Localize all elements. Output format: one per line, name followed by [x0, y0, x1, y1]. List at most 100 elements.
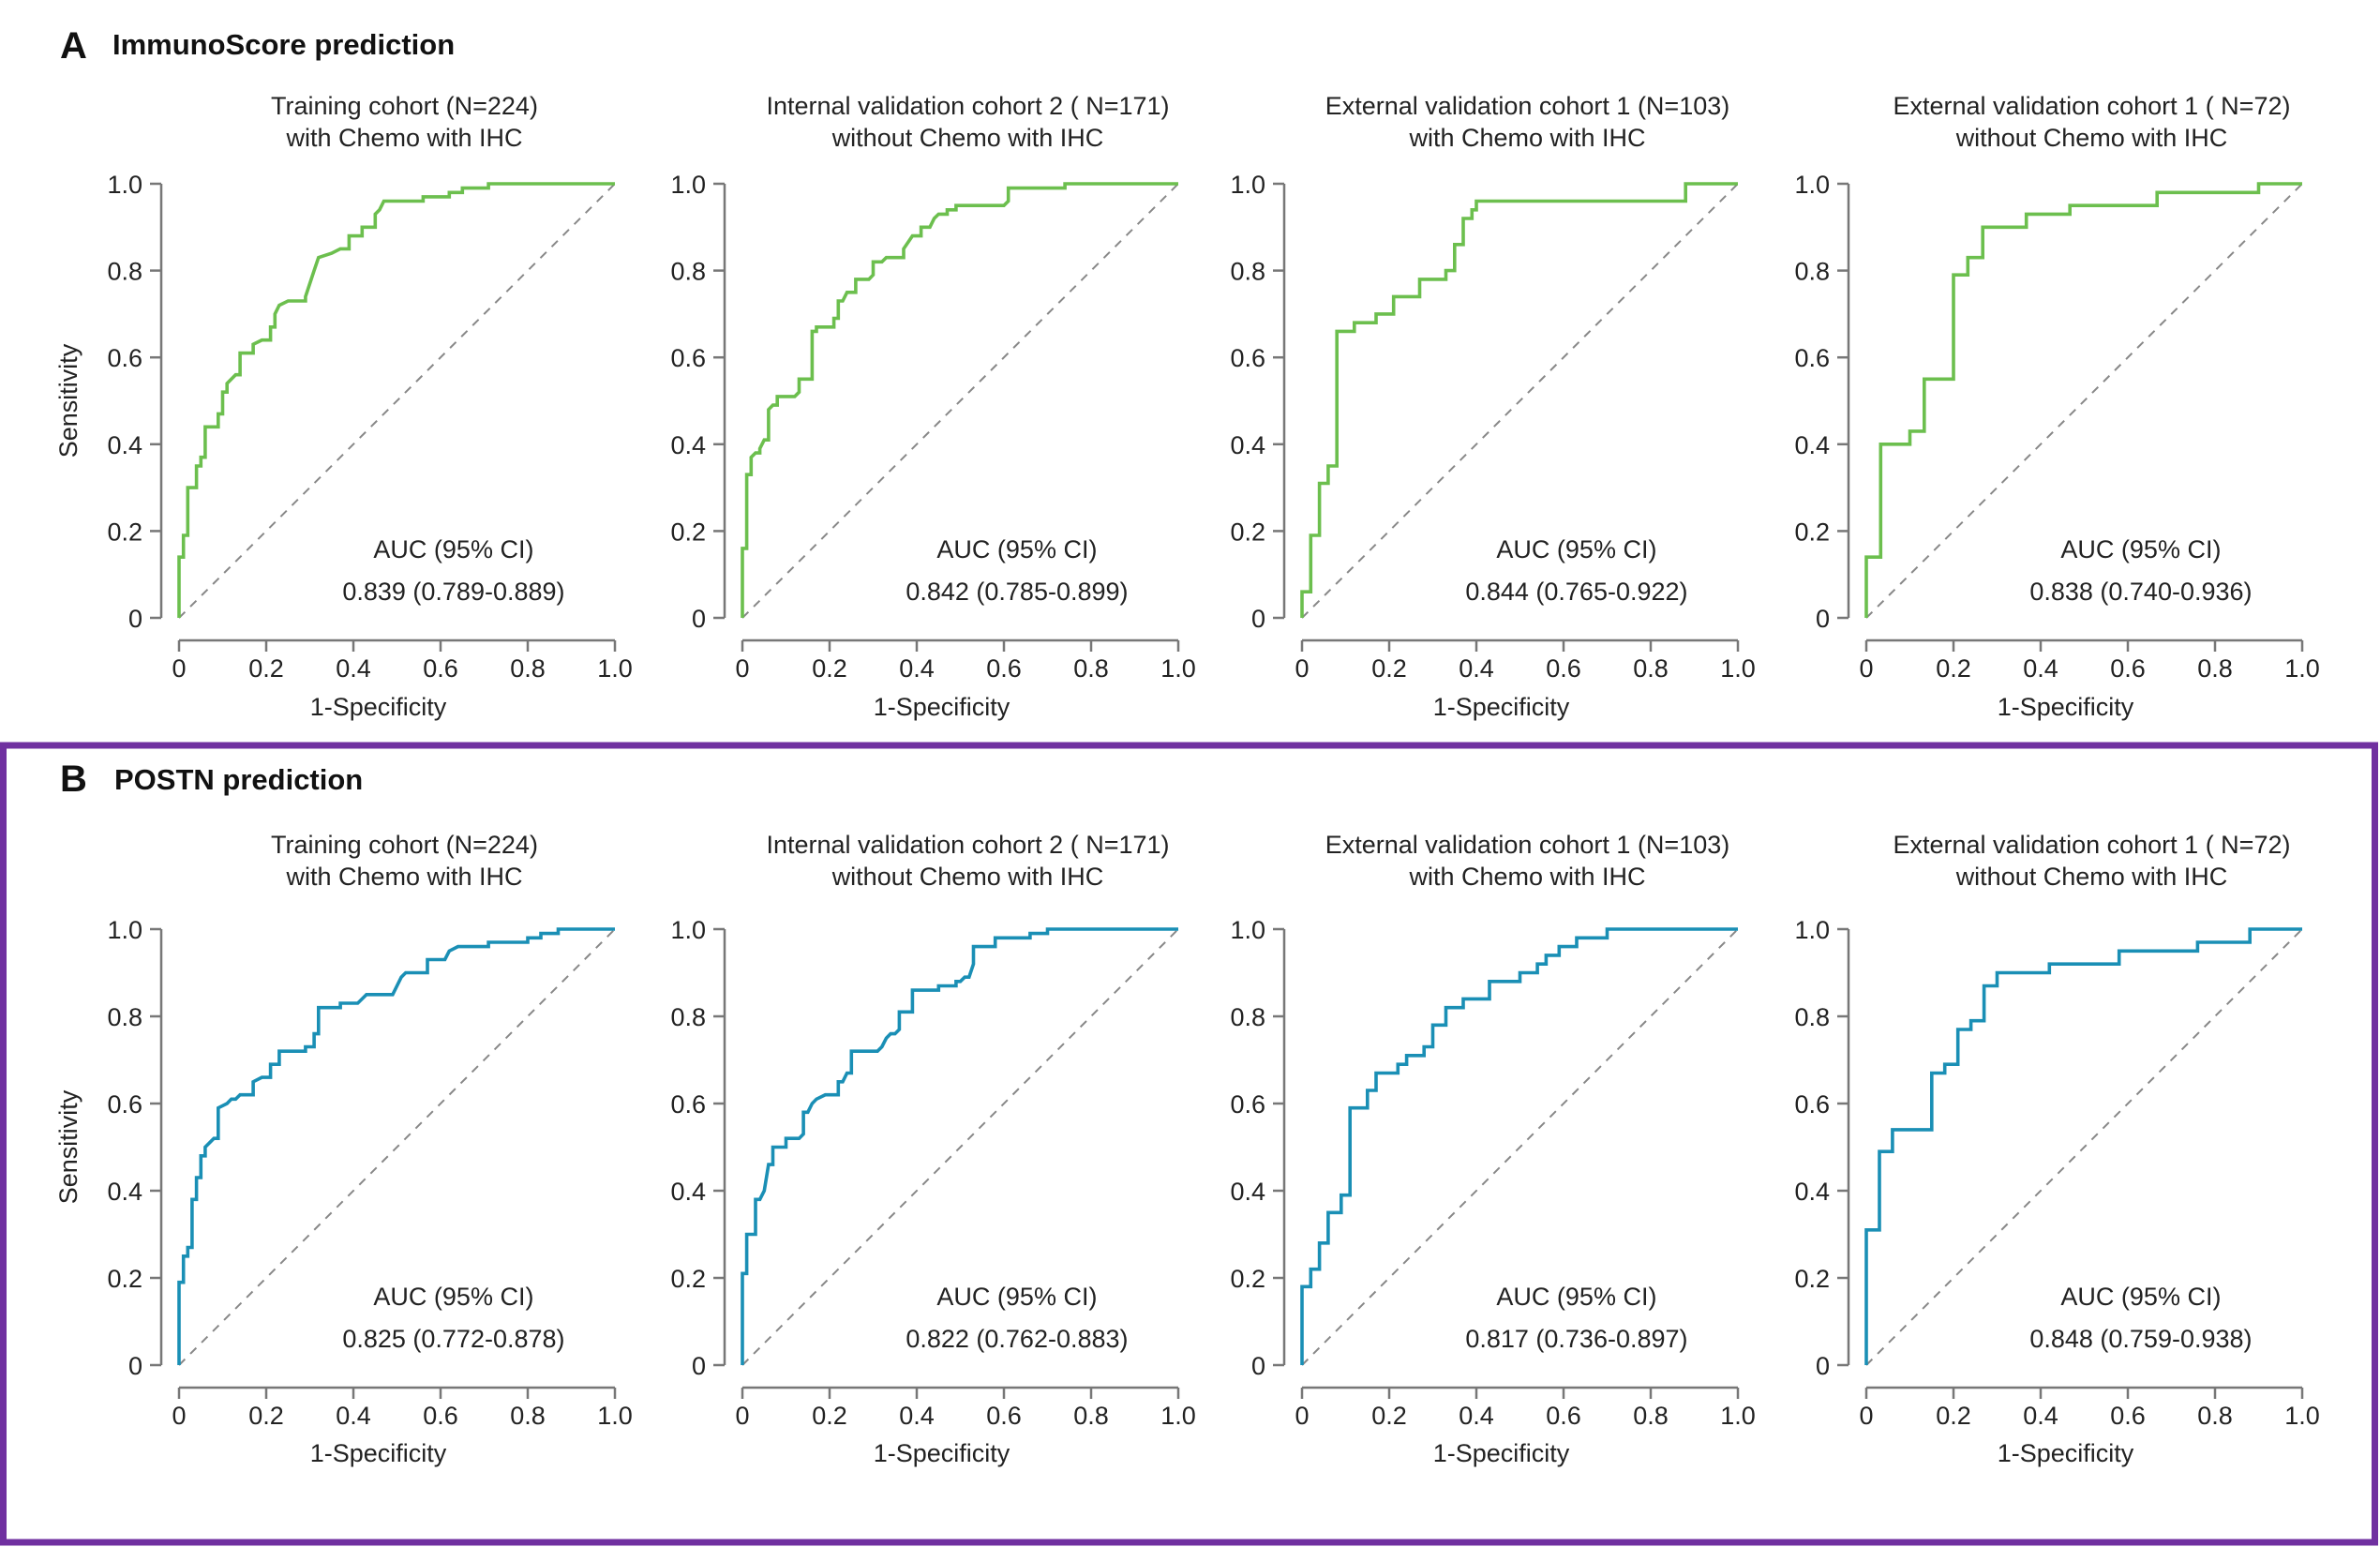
chart-title-line: External validation cohort 1 (N=103): [1325, 92, 1730, 120]
roc-chart-a4: External validation cohort 1 ( N=72) with…: [1794, 92, 2319, 721]
y-tick-label: 0.8: [1230, 1003, 1265, 1031]
reference-diagonal-line: [178, 928, 616, 1366]
y-tick-label: 0.2: [1230, 1265, 1265, 1293]
x-axis-label: 1-Specificity: [1998, 693, 2134, 721]
x-tick-label: 0: [1295, 654, 1309, 683]
x-tick-label: 0.2: [248, 654, 284, 683]
y-tick-label: 0.2: [107, 518, 142, 546]
chart-title-line: without Chemo with IHC: [831, 124, 1104, 152]
chart-title-line: Internal validation cohort 2 ( N=171): [767, 92, 1170, 120]
y-tick-label: 0.6: [1230, 344, 1265, 372]
panel-a-header: A ImmunoScore prediction: [60, 25, 455, 67]
y-tick-label: 0: [128, 1352, 142, 1380]
x-tick-label: 1.0: [1160, 654, 1196, 683]
x-tick-label: 0: [735, 654, 749, 683]
y-tick-label: 0.4: [1794, 1178, 1830, 1206]
roc-curve-immunoscore: [1300, 182, 1738, 618]
chart-title-line: with Chemo with IHC: [285, 863, 522, 891]
x-tick-label: 0: [735, 1402, 749, 1430]
y-tick-label: 0.2: [670, 1265, 706, 1293]
reference-diagonal-line: [1865, 928, 2303, 1366]
y-tick-label: 0.4: [670, 1178, 706, 1206]
x-tick-label: 0.4: [336, 654, 371, 683]
x-tick-label: 0.8: [1073, 654, 1109, 683]
y-tick-label: 0.8: [107, 258, 142, 286]
x-axis-label: 1-Specificity: [874, 1439, 1010, 1467]
y-tick-label: 0.2: [1794, 1265, 1830, 1293]
x-tick-label: 0.6: [1546, 654, 1581, 683]
chart-title-line: Training cohort (N=224): [271, 831, 538, 859]
chart-title-line: with Chemo with IHC: [285, 124, 522, 152]
x-tick-label: 0: [1295, 1402, 1309, 1430]
roc-curve-immunoscore: [741, 182, 1178, 618]
y-tick-label: 0: [692, 1352, 706, 1380]
y-tick-label: 0.4: [1794, 431, 1830, 459]
x-tick-label: 0.4: [899, 654, 935, 683]
x-tick-label: 0.6: [986, 654, 1022, 683]
roc-chart-b2: Internal validation cohort 2 ( N=171) wit…: [670, 831, 1195, 1467]
reference-diagonal-line: [1301, 183, 1739, 619]
charts-container: Training cohort (N=224) with Chemo with I…: [54, 92, 2320, 1467]
y-tick-label: 0.4: [107, 431, 142, 459]
x-tick-label: 0.2: [812, 654, 847, 683]
auc-value: 0.838 (0.740-0.936): [2029, 578, 2252, 606]
chart-title-line: Training cohort (N=224): [271, 92, 538, 120]
roc-curve-postn: [1864, 927, 2302, 1365]
auc-header: AUC (95% CI): [2060, 535, 2221, 563]
x-axis-label: 1-Specificity: [310, 1439, 447, 1467]
x-tick-label: 0.4: [2023, 654, 2058, 683]
x-tick-label: 0.8: [2197, 654, 2233, 683]
y-tick-label: 0.8: [1230, 258, 1265, 286]
y-tick-label: 1.0: [107, 171, 142, 199]
chart-title-line: without Chemo with IHC: [1955, 124, 2228, 152]
chart-title-line: External validation cohort 1 ( N=72): [1894, 92, 2291, 120]
x-tick-label: 0.6: [2110, 1402, 2146, 1430]
auc-value: 0.817 (0.736-0.897): [1465, 1325, 1687, 1353]
x-tick-label: 0.8: [1633, 1402, 1669, 1430]
x-tick-label: 0.4: [1459, 654, 1494, 683]
y-tick-label: 0.8: [1794, 1003, 1830, 1031]
y-tick-label: 0: [1251, 1352, 1265, 1380]
reference-diagonal-line: [741, 183, 1179, 619]
roc-chart-a1: Training cohort (N=224) with Chemo with I…: [54, 92, 633, 721]
y-axis-label: Sensitivity: [54, 343, 82, 458]
y-tick-label: 0: [1816, 605, 1830, 633]
y-tick-label: 0.4: [670, 431, 706, 459]
roc-curve-immunoscore: [177, 182, 615, 618]
roc-curve-postn: [741, 927, 1178, 1365]
x-tick-label: 0: [172, 654, 186, 683]
y-tick-label: 1.0: [1230, 916, 1265, 944]
y-tick-label: 0.8: [1794, 258, 1830, 286]
x-tick-label: 0: [172, 1402, 186, 1430]
x-tick-label: 1.0: [597, 654, 633, 683]
y-axis-label: Sensitivity: [54, 1089, 82, 1204]
y-tick-label: 0.4: [1230, 431, 1265, 459]
panel-b-header: B POSTN prediction: [60, 758, 363, 800]
auc-header: AUC (95% CI): [1496, 1283, 1656, 1311]
y-tick-label: 0.6: [107, 344, 142, 372]
x-tick-label: 0.4: [1459, 1402, 1494, 1430]
x-tick-label: 0.2: [812, 1402, 847, 1430]
x-tick-label: 0.4: [336, 1402, 371, 1430]
y-tick-label: 1.0: [107, 916, 142, 944]
x-tick-label: 1.0: [2284, 1402, 2320, 1430]
y-tick-label: 1.0: [670, 171, 706, 199]
panel-b-title: POSTN prediction: [114, 763, 363, 796]
reference-diagonal-line: [1301, 928, 1739, 1366]
reference-diagonal-line: [1865, 183, 2303, 619]
panel-b-letter: B: [60, 758, 87, 800]
x-tick-label: 1.0: [1720, 654, 1756, 683]
x-tick-label: 0.2: [248, 1402, 284, 1430]
auc-header: AUC (95% CI): [1496, 535, 1656, 563]
y-tick-label: 1.0: [1230, 171, 1265, 199]
y-tick-label: 0.6: [670, 344, 706, 372]
auc-header: AUC (95% CI): [2060, 1283, 2221, 1311]
y-tick-label: 0.6: [107, 1090, 142, 1119]
roc-chart-b1: Training cohort (N=224) with Chemo with I…: [54, 831, 633, 1467]
y-tick-label: 0: [1816, 1352, 1830, 1380]
x-tick-label: 0: [1859, 1402, 1873, 1430]
reference-diagonal-line: [741, 928, 1179, 1366]
auc-value: 0.842 (0.785-0.899): [906, 578, 1128, 606]
roc-chart-b3: External validation cohort 1 (N=103) with…: [1230, 831, 1755, 1467]
